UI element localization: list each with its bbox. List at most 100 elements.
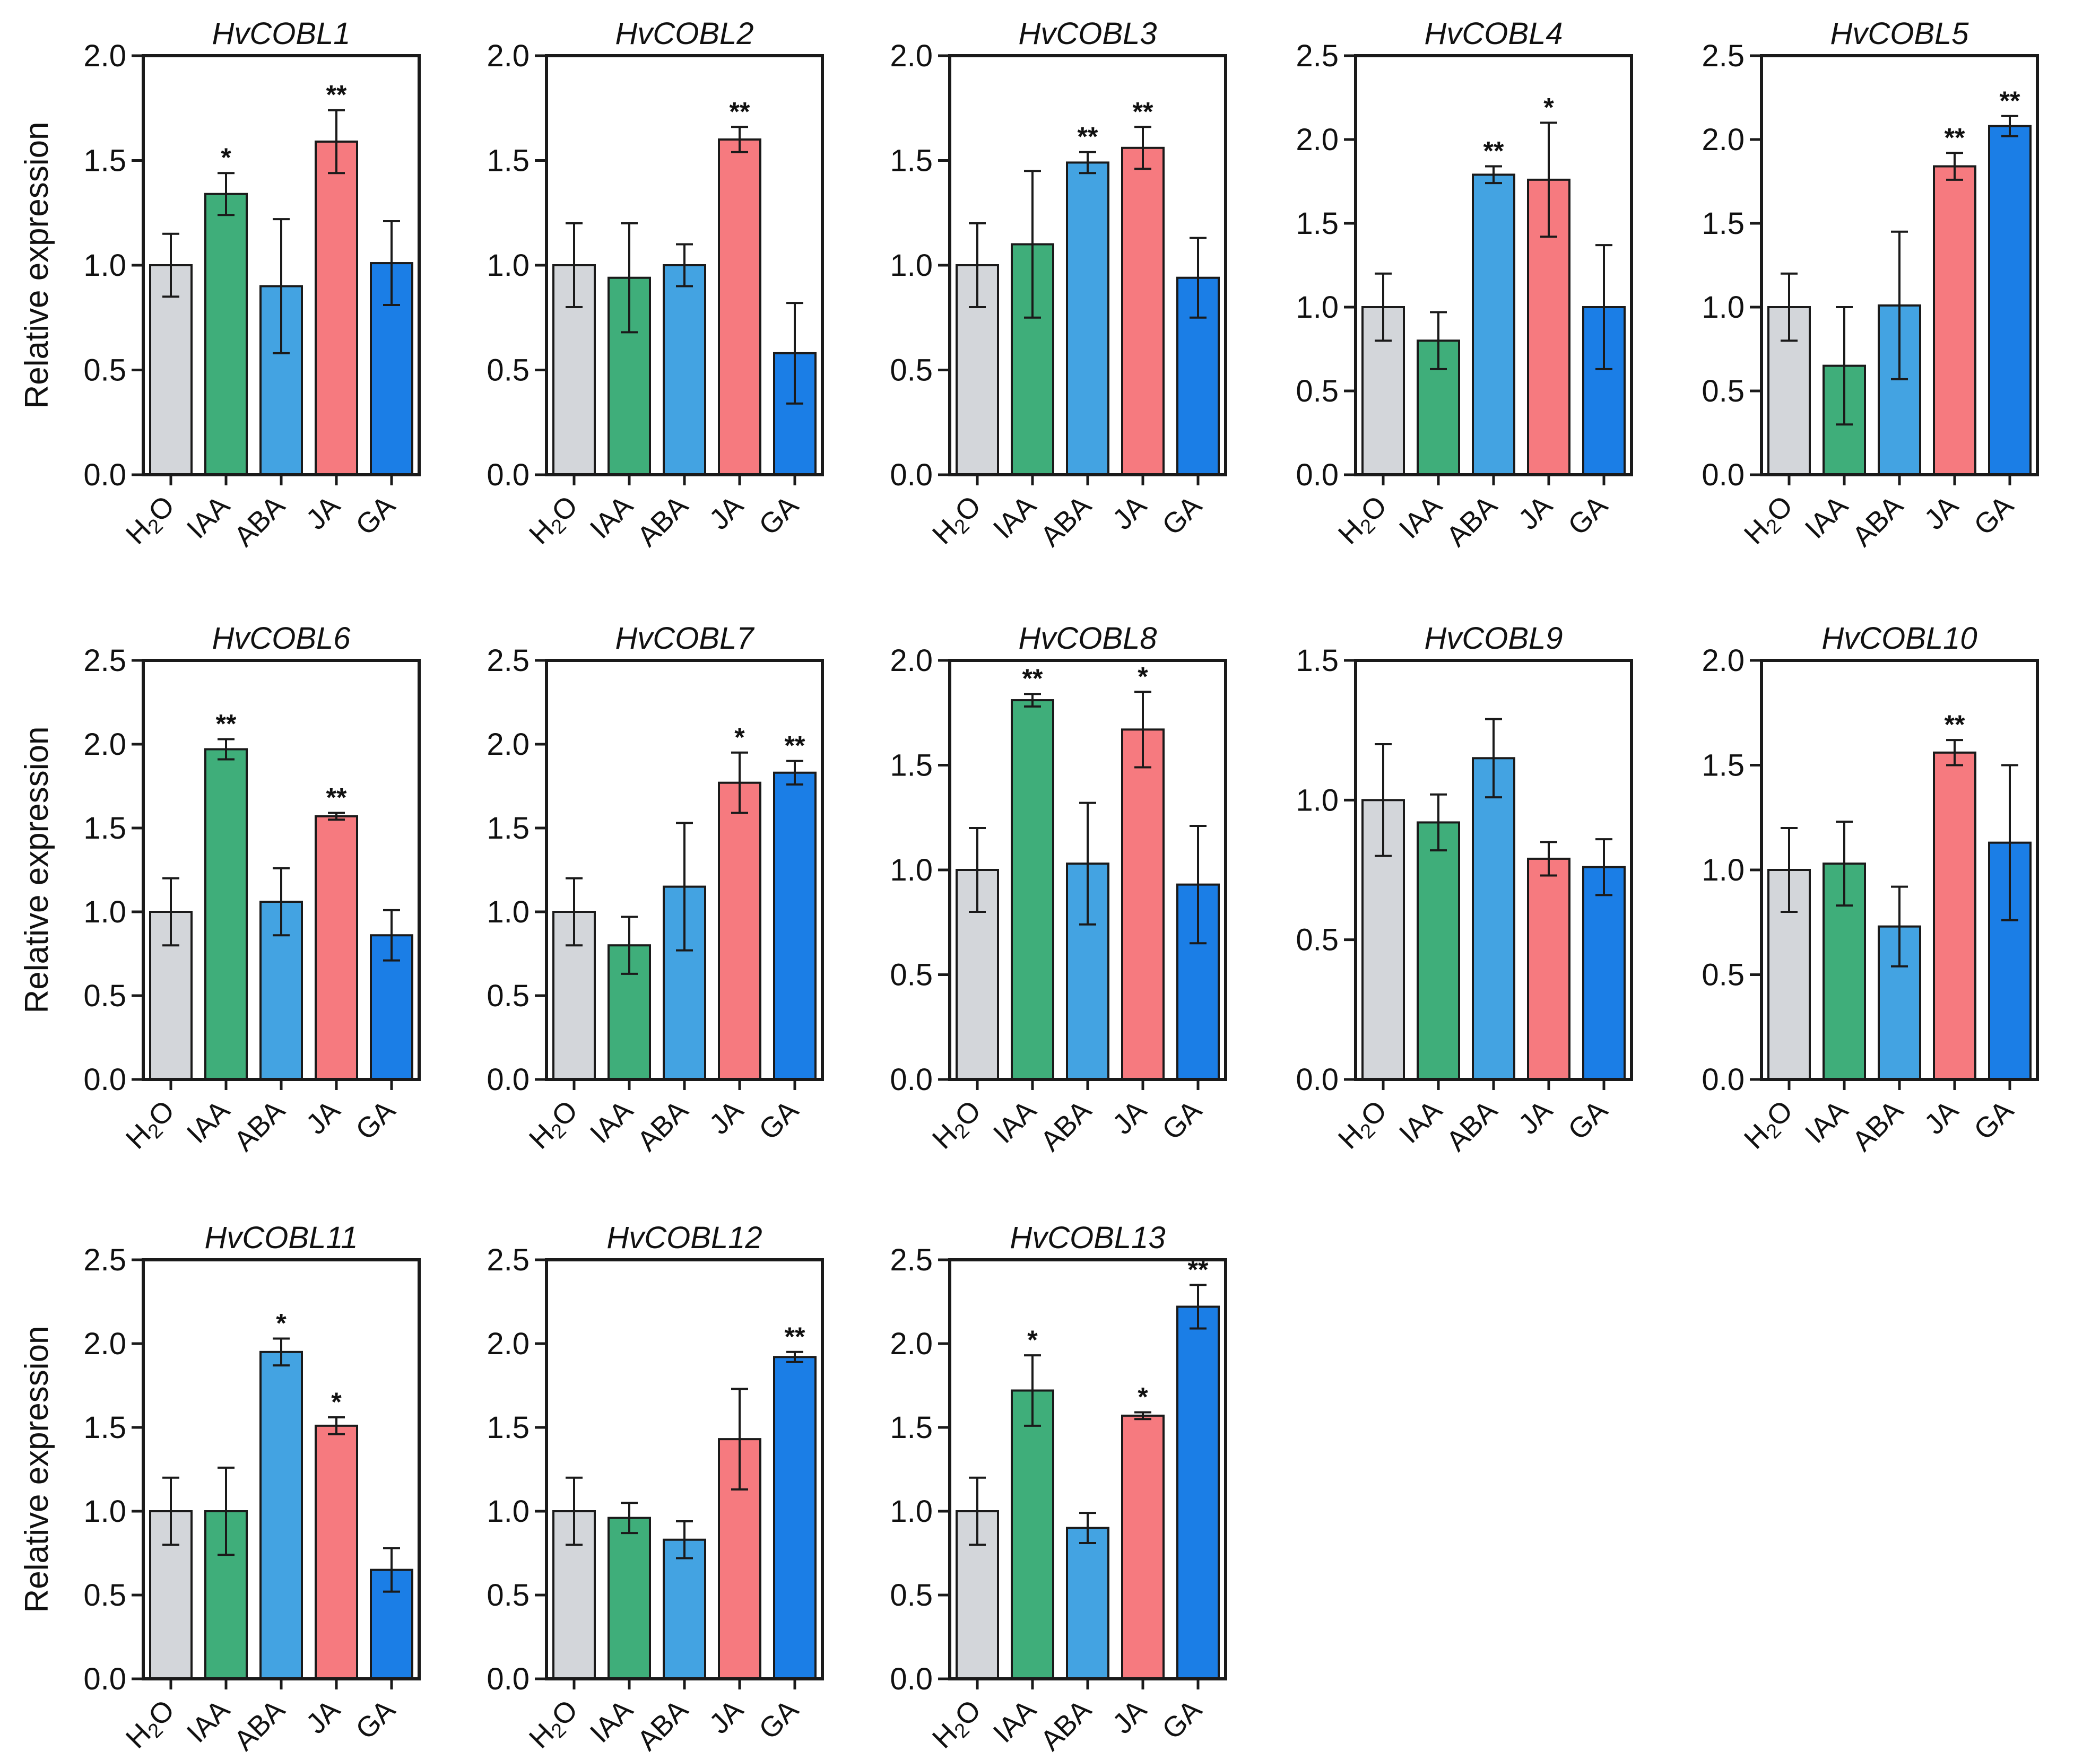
y-tick-label: 0.5 (83, 979, 126, 1013)
significance-mark: ** (1078, 122, 1098, 152)
y-tick-label: 2.5 (1296, 39, 1339, 73)
bar-iaa (1417, 821, 1460, 1081)
y-tick-label: 0.0 (83, 458, 126, 492)
x-tick-label-ja: JA (1106, 490, 1152, 536)
y-tick-label: 2.0 (83, 727, 126, 762)
bar-aba (1472, 757, 1515, 1081)
bar-aba (1066, 161, 1109, 476)
bar-aba (663, 264, 706, 476)
bar-ja (1933, 165, 1976, 476)
x-tick-label-h2o: H2O (1738, 1094, 1802, 1158)
y-tick-label: 0.0 (890, 1062, 933, 1097)
y-tick-label: 1.0 (890, 248, 933, 283)
plot-frame (142, 54, 421, 476)
y-tick-label: 2.0 (83, 39, 126, 73)
chart-title: HvCOBL3 (1018, 16, 1157, 51)
x-tick-label-ja: JA (300, 490, 346, 536)
bar-aba (259, 1351, 303, 1680)
y-tick-label: 0.0 (1702, 1062, 1745, 1097)
significance-mark: ** (785, 731, 805, 761)
bar-ja (1527, 857, 1570, 1081)
significance-mark: * (1138, 661, 1148, 691)
x-tick-label-aba: ABA (631, 1694, 695, 1757)
y-tick-label: 1.0 (83, 1494, 126, 1529)
x-tick-label-ga: GA (1968, 1094, 2020, 1146)
plot-frame (142, 659, 421, 1081)
x-tick-label-ga: GA (350, 490, 402, 542)
x-tick-label-aba: ABA (228, 1094, 291, 1157)
y-tick-label: 1.0 (1296, 290, 1339, 325)
y-tick-label: 1.0 (487, 1494, 530, 1529)
x-tick-label-ga: GA (753, 1094, 805, 1146)
y-tick-label: 0.5 (1296, 374, 1339, 408)
x-tick-label-iaa: IAA (181, 1094, 236, 1149)
bar-ja (315, 1424, 358, 1680)
x-tick-label-iaa: IAA (181, 1694, 236, 1749)
chart-title: HvCOBL2 (615, 16, 753, 51)
bar-ja (1121, 728, 1165, 1081)
plot-frame (948, 54, 1227, 476)
y-tick-label: 0.5 (1296, 923, 1339, 957)
x-tick-label-iaa: IAA (584, 1094, 639, 1149)
significance-mark: * (276, 1309, 287, 1338)
chart-panel-hvcobl1: HvCOBL1 0.0 0.5 1.0 1.5 2.0 Relative expressio… (19, 16, 421, 553)
y-tick-label: 2.0 (890, 39, 933, 73)
significance-mark: * (221, 143, 231, 172)
x-tick-label-aba: ABA (1441, 1094, 1504, 1157)
chart-title: HvCOBL4 (1424, 16, 1563, 51)
significance-mark: ** (1945, 123, 1965, 152)
bar-iaa (608, 1517, 651, 1680)
y-tick-label: 0.0 (1296, 458, 1339, 492)
x-tick-label-aba: ABA (228, 490, 291, 553)
x-tick-label-iaa: IAA (1799, 490, 1854, 545)
y-tick-label: 2.5 (890, 1243, 933, 1277)
x-tick-label-ga: GA (350, 1694, 402, 1746)
x-tick-label-iaa: IAA (1393, 490, 1448, 545)
y-tick-label: 2.0 (890, 643, 933, 678)
y-tick-label: 1.5 (487, 144, 530, 178)
bar-ja (1121, 1414, 1165, 1680)
y-tick-label: 1.5 (890, 748, 933, 783)
y-tick-label: 0.0 (1702, 458, 1745, 492)
x-tick-label-h2o: H2O (1738, 490, 1802, 553)
bar-ga (773, 1356, 817, 1680)
bar-aba (1472, 173, 1515, 476)
x-tick-label-iaa: IAA (181, 490, 236, 545)
y-tick-label: 0.0 (487, 458, 530, 492)
bar-ja (718, 138, 761, 476)
x-tick-label-ga: GA (1156, 1694, 1208, 1746)
chart-title: HvCOBL6 (212, 621, 351, 656)
plot-frame (1354, 659, 1633, 1081)
y-tick-label: 2.0 (487, 727, 530, 762)
chart-title: HvCOBL12 (606, 1221, 762, 1255)
y-tick-label: 2.5 (487, 643, 530, 678)
y-tick-label: 1.0 (1702, 853, 1745, 887)
y-tick-label: 1.0 (83, 248, 126, 283)
significance-mark: ** (1133, 97, 1153, 126)
x-tick-label-ga: GA (1968, 490, 2020, 542)
bar-ga (1176, 1305, 1220, 1680)
y-tick-label: 2.0 (1702, 643, 1745, 678)
x-tick-label-iaa: IAA (987, 1694, 1043, 1749)
y-tick-label: 1.5 (83, 811, 126, 846)
y-tick-label: 0.5 (487, 353, 530, 388)
y-tick-label: 1.5 (487, 811, 530, 846)
y-tick-label: 1.5 (1296, 206, 1339, 241)
y-tick-label: 2.5 (487, 1243, 530, 1277)
bar-aba (663, 1538, 706, 1680)
chart-panel-hvcobl3: HvCOBL3 0.0 0.5 1.0 1.5 2.0 H2O IAA ** ABA ** JA GA (890, 16, 1227, 553)
x-tick-label-ja: JA (1512, 490, 1558, 536)
significance-mark: * (1138, 1382, 1148, 1412)
y-tick-label: 2.0 (487, 39, 530, 73)
chart-title: HvCOBL9 (1424, 621, 1563, 656)
x-tick-label-iaa: IAA (987, 1094, 1043, 1149)
plot-frame (545, 54, 824, 476)
y-tick-label: 1.5 (487, 1410, 530, 1445)
significance-mark: * (331, 1387, 342, 1417)
